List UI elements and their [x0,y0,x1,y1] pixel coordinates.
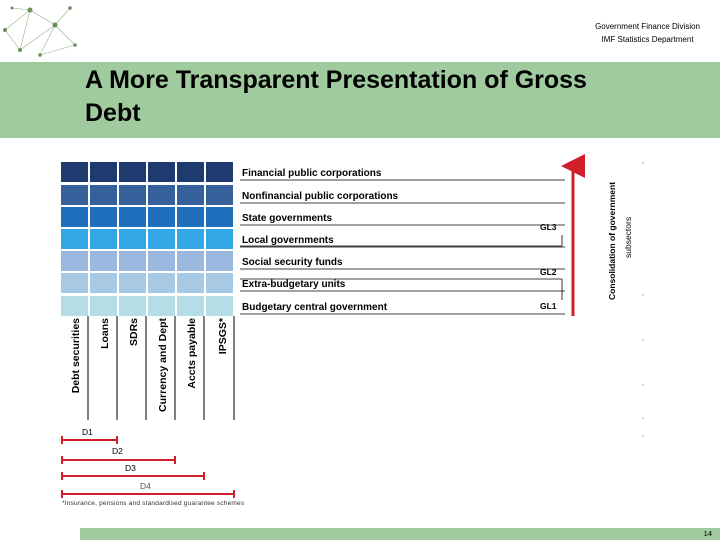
grid-cell [90,296,117,316]
title-band [0,62,720,138]
instrument-label: Accts payable [186,318,198,389]
debt-aggregate-d3: D3 [61,463,205,480]
grid-cell [61,296,88,316]
d2-label: D2 [112,446,123,456]
sector-label: Budgetary central government [242,302,388,313]
sector-labels: Financial public corporations Nonfinancia… [240,168,565,315]
grid-cell [90,229,117,249]
grid-cell [61,207,88,227]
grid-cell [119,273,146,293]
grid-cell [148,207,175,227]
grid-cell [177,251,204,271]
instrument-label: Currency and Dept [157,317,169,411]
grid-cell [61,162,88,182]
gl3-label: GL3 [540,222,557,232]
grid-cell [148,296,175,316]
grid-cell [206,296,233,316]
department-label: IMF Statistics Department [601,35,694,44]
grid-cell [90,251,117,271]
grid-cell [90,185,117,205]
footnote: *Insurance, pensions and standardised gu… [62,500,245,507]
grid-cell [119,251,146,271]
grid-cell [206,207,233,227]
grid-cell [90,162,117,182]
page-title: A More Transparent Presentation of Gross… [85,64,685,130]
grid-cell [206,185,233,205]
gl1-label: GL1 [540,301,557,311]
consolidation-label-line-1: Consolidation of government [607,182,617,300]
grid-cell [206,229,233,249]
grid-cell [177,229,204,249]
grid-cell [119,185,146,205]
instrument-labels: Debt securities Loans SDRs Currency and Dep… [70,317,229,412]
d1-label: D1 [82,427,93,437]
debt-aggregate-d1: D1 [61,427,118,444]
d4-label: D4 [140,481,151,491]
grid-cell [119,296,146,316]
grid-cell [61,251,88,271]
grid-cell [61,229,88,249]
grid-cell [61,273,88,293]
instrument-label: Debt securities [70,318,82,393]
instrument-label: IPSGS* [217,317,229,354]
d3-label: D3 [125,463,136,473]
grid-cell [119,207,146,227]
grid-cell [206,162,233,182]
grid-cell [148,251,175,271]
grid-cell [61,185,88,205]
page-number: 14 [703,529,712,538]
consolidation-label-line-2: subsectors [623,217,633,258]
grid-cell [177,185,204,205]
grid-cell [119,162,146,182]
grid-cell [206,273,233,293]
sector-label: Nonfinancial public corporations [242,191,399,202]
grid-cell [177,273,204,293]
header-department: Government Finance Division IMF Statisti… [595,20,700,46]
instrument-label: SDRs [128,318,140,346]
division-label: Government Finance Division [595,22,700,31]
instrument-label: Loans [99,318,111,349]
sector-label: State governments [242,213,332,224]
grid-cell [206,251,233,271]
instrument-separators [87,316,235,420]
footer-bar [80,528,720,540]
grid-cell [177,207,204,227]
title-line-2: Debt [85,99,141,127]
debt-aggregate-d2: D2 [61,446,176,464]
grid-cell [119,229,146,249]
grid-cell [148,273,175,293]
grid-cell [148,162,175,182]
gl2-label: GL2 [540,267,557,277]
margin-dots [642,162,644,437]
instrument-sector-grid [61,162,233,316]
sector-label: Extra-budgetary units [242,279,346,290]
sector-label: Social security funds [242,257,343,268]
sector-label: Financial public corporations [242,168,382,179]
network-logo-icon [3,6,77,57]
sector-label: Local governments [242,235,334,246]
grid-cell [177,296,204,316]
grid-cell [90,273,117,293]
grid-cell [90,207,117,227]
grid-cell [177,162,204,182]
debt-aggregate-d4: D4 [61,481,235,498]
grid-cell [148,229,175,249]
grid-cell [148,185,175,205]
title-line-1: A More Transparent Presentation of Gross [85,66,587,94]
